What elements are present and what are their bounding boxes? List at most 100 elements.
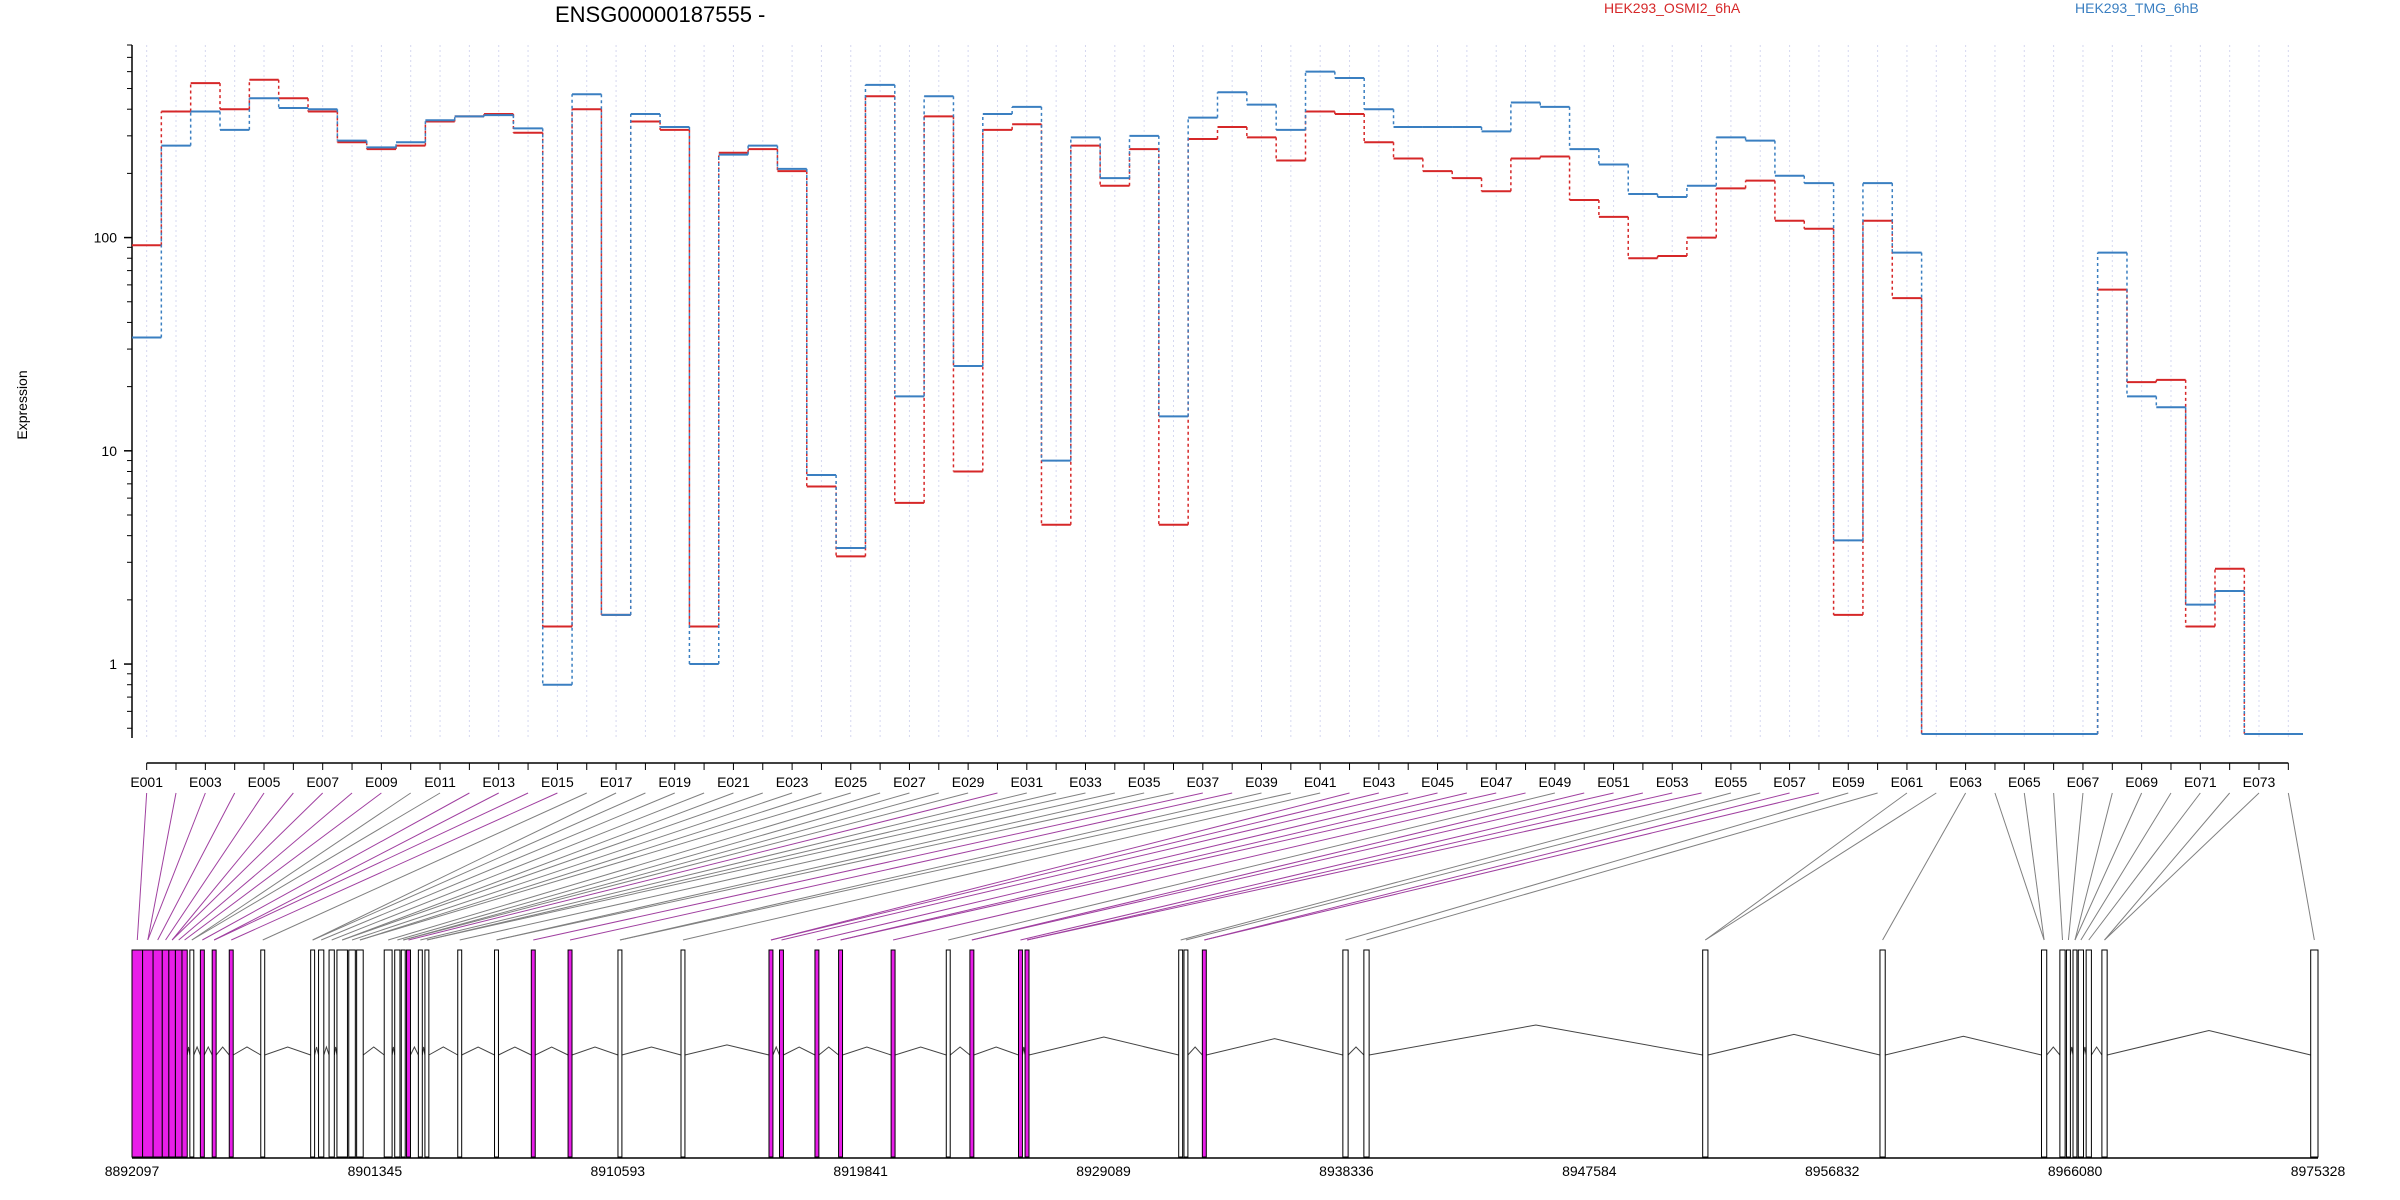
exon-connector <box>569 792 1233 941</box>
exon-connectors <box>136 792 2315 941</box>
exon-connector <box>147 792 177 941</box>
intron <box>894 1046 947 1056</box>
exon-connector <box>165 792 265 941</box>
exon-connector <box>459 792 1115 941</box>
exon-tick-label: E069 <box>2125 774 2158 790</box>
genomic-tick-label: 8892097 <box>105 1163 160 1179</box>
exon-tick-label: E057 <box>1773 774 1806 790</box>
genomic-tick-label: 8919841 <box>833 1163 888 1179</box>
intron <box>215 1046 230 1056</box>
exon-tick-label: E005 <box>248 774 281 790</box>
series-HEK293_OSMI2_6hA <box>132 78 2303 735</box>
exon-box <box>567 949 573 1158</box>
exon-box <box>2065 949 2071 1158</box>
exon-box <box>814 949 820 1158</box>
exon-connector <box>426 792 1086 941</box>
chart-title: ENSG00000187555 - <box>555 2 766 27</box>
exon-box <box>348 949 356 1158</box>
exon-connector <box>426 792 1057 941</box>
exon-connector <box>403 792 969 941</box>
exon-connector <box>2074 792 2143 941</box>
intron <box>1187 1046 1203 1056</box>
intron <box>571 1046 619 1056</box>
exon-tick-label: E019 <box>658 774 691 790</box>
exon-connector <box>682 792 1321 941</box>
exon-connector <box>2104 792 2260 941</box>
exon-connector <box>2088 792 2201 941</box>
exon-box <box>2072 949 2078 1158</box>
intron <box>461 1046 495 1056</box>
genomic-tick-label: 8938336 <box>1319 1163 1374 1179</box>
intron <box>842 1046 892 1056</box>
exon-connector <box>496 792 1174 941</box>
exon-box <box>2040 949 2048 1158</box>
exon-connector <box>262 792 587 941</box>
exon-connector <box>184 792 382 941</box>
y-axis: 1 10 100 <box>94 44 133 738</box>
exon-connector <box>2067 792 2084 941</box>
exon-box <box>969 949 975 1158</box>
exon-tick-label: E067 <box>2067 774 2100 790</box>
exon-connector <box>1345 792 1849 941</box>
intron <box>783 1046 816 1056</box>
intron <box>264 1046 311 1056</box>
exon-tick-label: E061 <box>1891 774 1924 790</box>
intron <box>323 1045 330 1056</box>
exon-box <box>174 949 183 1158</box>
exon-box <box>161 949 170 1158</box>
exon-box <box>424 949 430 1158</box>
exon-connector <box>1204 792 1790 941</box>
exon-tick-label: E071 <box>2184 774 2217 790</box>
exon-box <box>356 949 364 1158</box>
exon-connector <box>342 792 734 941</box>
exon-box <box>1178 949 1184 1158</box>
exon-tick-label: E053 <box>1656 774 1689 790</box>
exon-box <box>383 949 393 1158</box>
exon-box <box>1363 949 1370 1158</box>
exon-tick-label: E063 <box>1949 774 1982 790</box>
genomic-tick-label: 8929089 <box>1076 1163 1131 1179</box>
exon-tick-label: E007 <box>306 774 339 790</box>
intron <box>973 1046 1019 1056</box>
exon-connector <box>619 792 1262 941</box>
exon-box <box>260 949 266 1158</box>
exon-connector <box>397 792 910 941</box>
exon-box <box>336 949 348 1158</box>
exon-tick-label: E051 <box>1597 774 1630 790</box>
intron <box>1206 1038 1343 1056</box>
series-HEK293_TMG_6hB <box>132 70 2303 735</box>
exon-connector <box>1994 792 2045 941</box>
exon-box <box>168 949 176 1158</box>
exon-tick-label: E023 <box>776 774 809 790</box>
exon-box <box>778 949 784 1158</box>
exon-connector <box>342 792 763 941</box>
intron <box>203 1045 213 1056</box>
exon-connector <box>816 792 1438 941</box>
exon-connector <box>1705 792 1908 941</box>
exon-tick-label: E011 <box>424 774 456 790</box>
exon-box <box>417 949 423 1158</box>
exon-connector <box>359 792 822 941</box>
legend-series-b: HEK293_TMG_6hB <box>2075 0 2199 16</box>
exon-connector <box>1366 792 1878 941</box>
gene-model <box>131 949 2319 1158</box>
exon-tick-label: E033 <box>1069 774 1102 790</box>
genomic-axis: 8892097 8901345 8910593 8919841 8929089 89383… <box>105 1157 2345 1179</box>
exon-connector <box>1026 792 1702 941</box>
exon-box <box>228 949 234 1158</box>
exon-box <box>152 949 163 1158</box>
y-tick-label: 10 <box>101 443 117 459</box>
intron <box>1369 1024 1703 1056</box>
exon-box <box>394 949 401 1158</box>
exon-connector <box>840 792 1497 941</box>
exon-box <box>400 949 406 1158</box>
exon-connector <box>171 792 324 941</box>
intron <box>684 1044 770 1056</box>
exon-connector <box>533 792 1203 941</box>
exon-tick-label: E025 <box>834 774 867 790</box>
exon-connector <box>408 792 998 941</box>
legend-series-a: HEK293_OSMI2_6hA <box>1604 0 1741 16</box>
exon-box <box>494 949 499 1158</box>
intron <box>1028 1036 1179 1056</box>
exon-connector <box>351 792 793 941</box>
